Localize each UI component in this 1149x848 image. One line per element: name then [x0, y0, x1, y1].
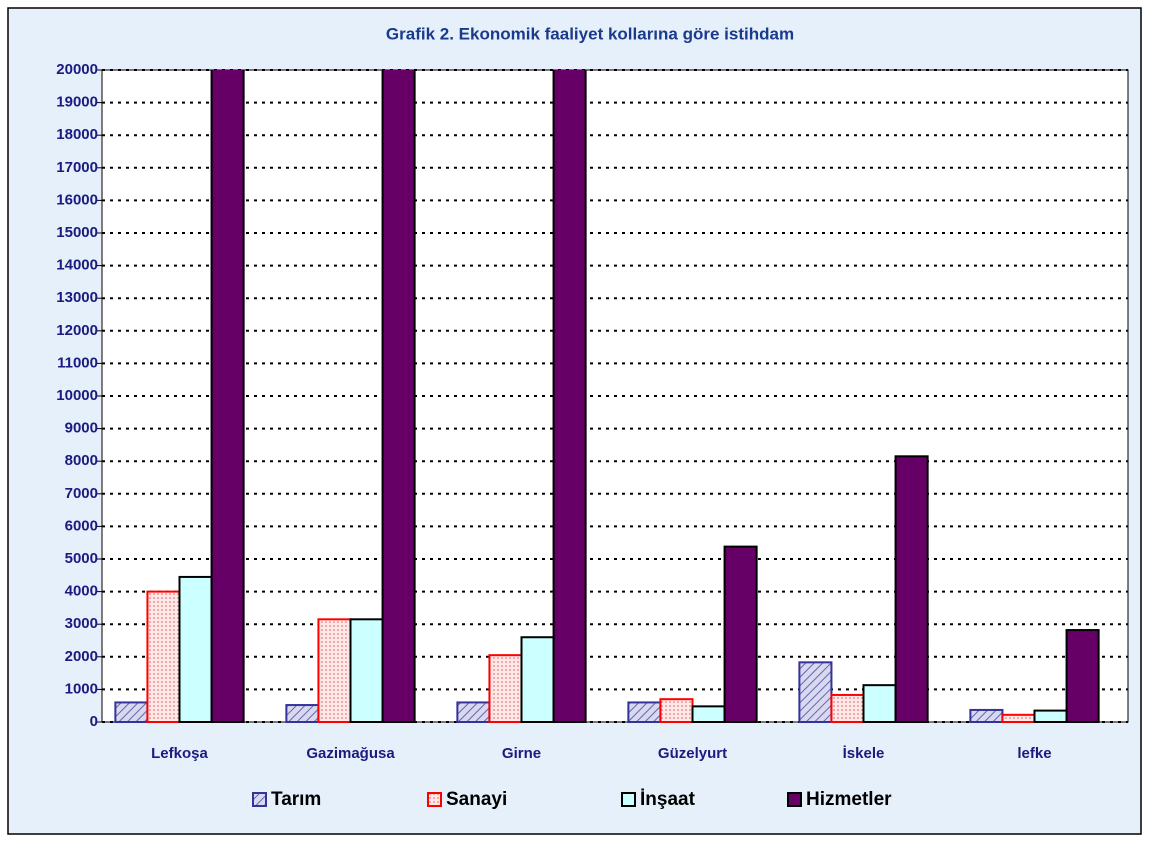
x-tick-label: İskele [843, 745, 885, 762]
bar [552, 70, 587, 723]
bar [178, 575, 213, 723]
bar [830, 693, 865, 723]
y-tick-label: 2000 [65, 648, 98, 665]
y-tick-label: 12000 [56, 322, 98, 339]
x-tick-label: Girne [502, 745, 541, 762]
bar [659, 698, 694, 723]
y-tick-label: 5000 [65, 550, 98, 567]
y-tick-label: 15000 [56, 224, 98, 241]
y-tick-label: 19000 [56, 94, 98, 111]
y-tick-label: 20000 [56, 61, 98, 78]
legend-label: Hizmetler [806, 789, 892, 810]
y-tick-label: 16000 [56, 191, 98, 208]
bar [210, 70, 245, 723]
legend-label: İnşaat [640, 789, 696, 810]
bar [381, 70, 416, 723]
y-tick-label: 11000 [57, 354, 98, 371]
x-tick-label: lefke [1017, 745, 1051, 762]
bar [114, 701, 149, 723]
bar [627, 701, 662, 723]
x-tick-label: Lefkoşa [151, 745, 208, 762]
y-tick-label: 8000 [65, 452, 98, 469]
bar [723, 545, 758, 723]
legend-swatch [252, 792, 267, 807]
y-tick-label: 7000 [65, 485, 98, 502]
bars [114, 70, 1100, 723]
labels: 0 1000 2000 3000 4000 5000 6000 7000 8000 9000 100… [56, 61, 1051, 810]
x-tick-label: Güzelyurt [658, 745, 727, 762]
bar [691, 705, 726, 723]
legend-swatch [427, 792, 442, 807]
bar [798, 661, 833, 723]
legend-label: Sanayi [446, 789, 507, 810]
legend-label: Tarım [271, 789, 321, 810]
y-tick-label: 1000 [65, 680, 98, 697]
bar [1065, 629, 1100, 723]
y-tick-label: 14000 [56, 257, 98, 274]
bar [969, 708, 1004, 723]
y-tick-label: 13000 [56, 289, 98, 306]
y-tick-label: 4000 [65, 583, 98, 600]
bar [488, 654, 523, 723]
bar [285, 704, 320, 723]
y-tick-label: 10000 [56, 387, 98, 404]
y-tick-label: 9000 [65, 420, 98, 437]
bar [1001, 713, 1036, 723]
bar [146, 590, 181, 723]
bar [894, 455, 929, 723]
bar [862, 684, 897, 723]
x-tick-label: Gazimağusa [306, 745, 395, 762]
bar [317, 618, 352, 723]
legend-swatch [787, 792, 802, 807]
chart-title: Grafik 2. Ekonomik faaliyet kollarına gö… [386, 24, 794, 43]
y-tick-label: 18000 [56, 126, 98, 143]
y-tick-label: 17000 [56, 159, 98, 176]
bar [456, 701, 491, 723]
bar [520, 636, 555, 723]
y-tick-label: 3000 [65, 615, 98, 632]
bar [349, 618, 384, 723]
y-tick-label: 6000 [65, 517, 98, 534]
legend-swatch [621, 792, 636, 807]
bar [1033, 709, 1068, 723]
y-tick-label: 0 [90, 713, 98, 730]
grid [97, 69, 1128, 723]
